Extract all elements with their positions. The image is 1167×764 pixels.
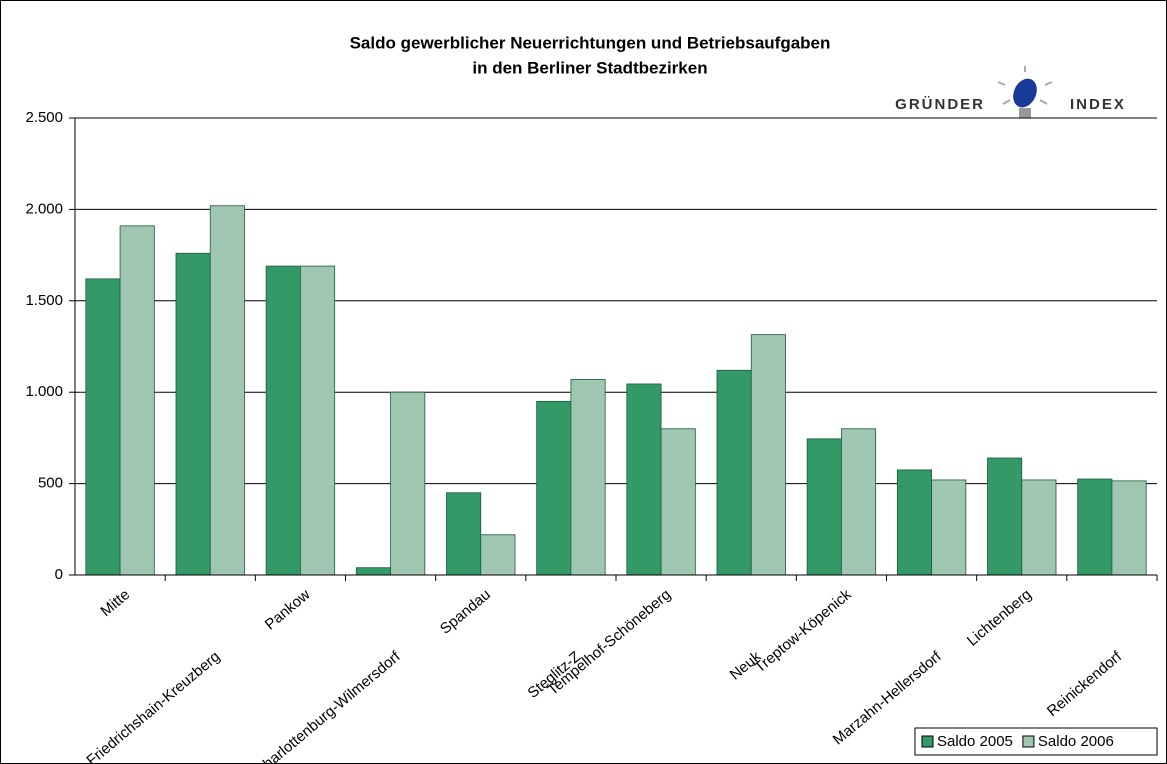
bar (1077, 478, 1113, 576)
bar (209, 205, 245, 576)
bar (175, 252, 211, 576)
bar (265, 265, 301, 576)
logo-text: GRÜNDER (895, 96, 985, 113)
logo-text: INDEX (1070, 96, 1126, 113)
chart-subtitle: in den Berliner Stadtbezirken (472, 58, 707, 77)
y-tick-label: 2.500 (25, 109, 63, 126)
bar (446, 492, 482, 576)
bar (806, 438, 842, 576)
bar (841, 428, 877, 576)
bar (355, 567, 391, 576)
bar (536, 400, 572, 576)
y-tick-label: 1.500 (25, 292, 63, 309)
logo-base (1019, 108, 1031, 118)
legend-swatch (1022, 735, 1035, 748)
bar (480, 534, 516, 576)
bar (85, 278, 121, 576)
bar (1021, 479, 1057, 576)
legend-box (914, 727, 1158, 756)
bar (660, 428, 696, 576)
logo-bulb (1013, 78, 1037, 108)
y-tick-label: 500 (38, 475, 63, 492)
bar (750, 334, 786, 576)
bar (716, 369, 752, 576)
bar (987, 457, 1023, 576)
y-tick-label: 0 (55, 566, 63, 583)
bar (300, 265, 336, 576)
y-tick-label: 2.000 (25, 200, 63, 217)
legend: Saldo 2005 Saldo 2006 (914, 727, 1158, 756)
y-tick-label: 1.000 (25, 383, 63, 400)
bar (896, 469, 932, 576)
legend-label: Saldo 2006 (1038, 733, 1114, 750)
bar (1111, 480, 1147, 576)
legend-label: Saldo 2005 (937, 733, 1013, 750)
legend-swatch (921, 735, 934, 748)
bar (390, 391, 426, 576)
bar (570, 379, 606, 576)
bar (119, 225, 155, 576)
logo: GRÜNDER INDEX (895, 66, 1126, 118)
chart-title: Saldo gewerblicher Neuerrichtungen und B… (350, 33, 831, 52)
bar (931, 479, 967, 576)
logo-rays (997, 66, 1053, 105)
bar (626, 383, 662, 576)
